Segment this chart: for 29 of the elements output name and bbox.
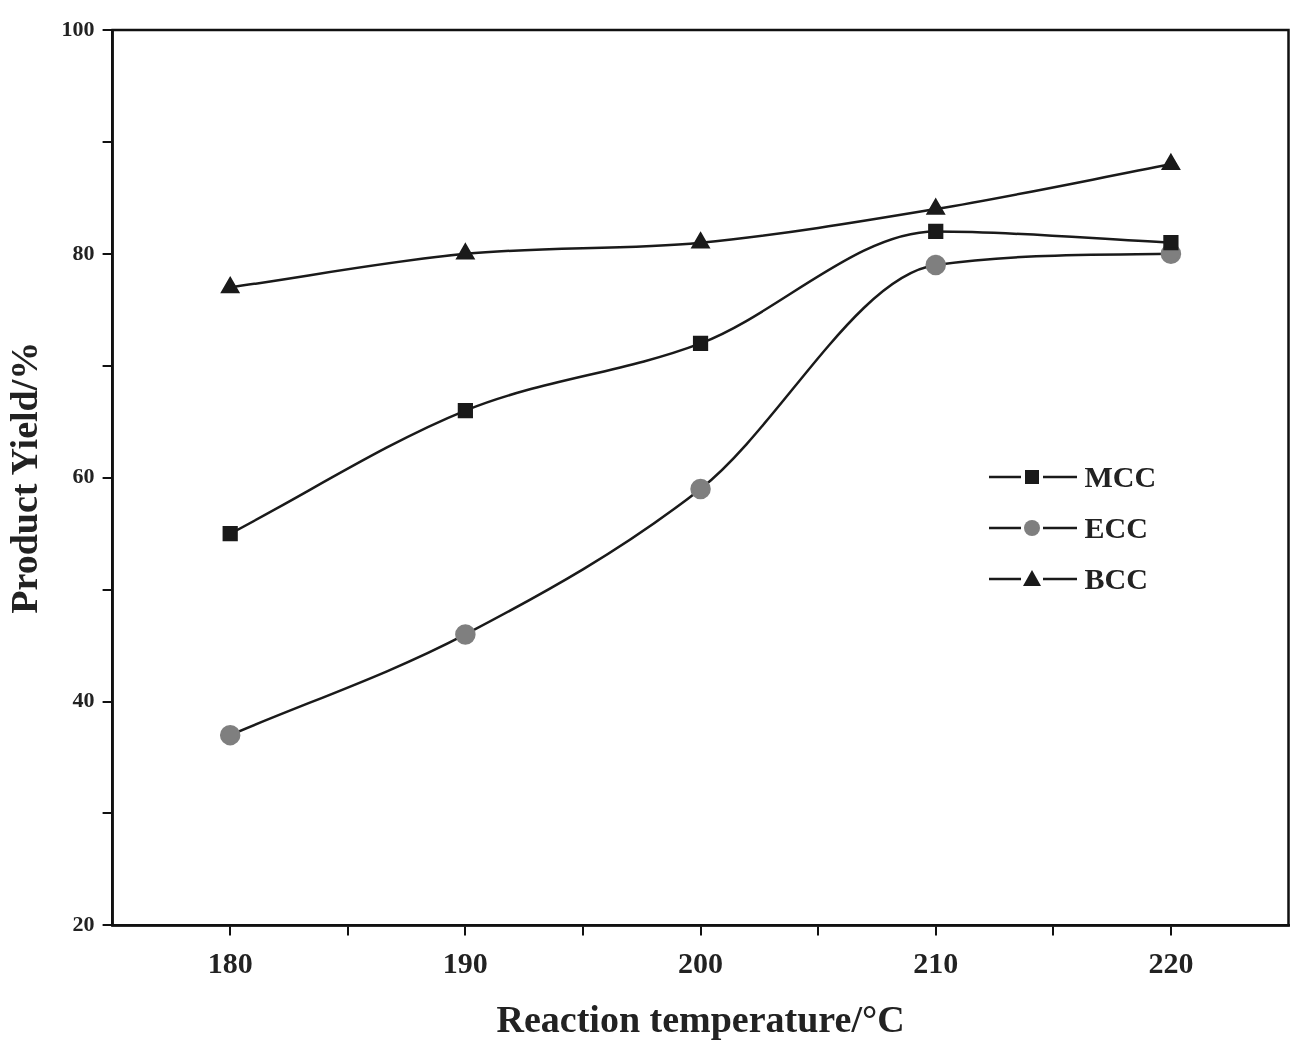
point: [457, 402, 473, 419]
x-tick-label: 180: [207, 946, 253, 980]
x-axis-title: Reaction temperature/°C: [496, 998, 905, 1041]
point: [1161, 154, 1180, 171]
x-tick-label: 210: [913, 946, 959, 980]
y-tick-label: 100: [61, 15, 95, 41]
point: [690, 478, 711, 500]
legend-label: BCC: [1084, 561, 1148, 596]
y-tick-label: 80: [72, 239, 95, 265]
x-tick-label: 200: [678, 946, 724, 980]
legend-label: MCC: [1084, 459, 1157, 494]
y-tick-label: 60: [72, 463, 95, 489]
x-tick-label: 220: [1148, 946, 1194, 980]
point: [926, 198, 945, 215]
point: [691, 232, 710, 249]
point: [925, 254, 946, 276]
y-tick-label: 20: [72, 911, 95, 937]
point: [455, 624, 476, 645]
point: [1163, 235, 1179, 251]
point: [692, 335, 709, 351]
y-axis-title: Product Yield/%: [2, 341, 45, 614]
point: [928, 223, 944, 240]
point: [222, 526, 238, 542]
legend-label: ECC: [1084, 510, 1148, 545]
point: [221, 277, 240, 294]
y-tick-label: 40: [72, 687, 95, 713]
point: [219, 724, 241, 746]
x-tick-label: 190: [442, 946, 488, 980]
point: [456, 243, 475, 260]
